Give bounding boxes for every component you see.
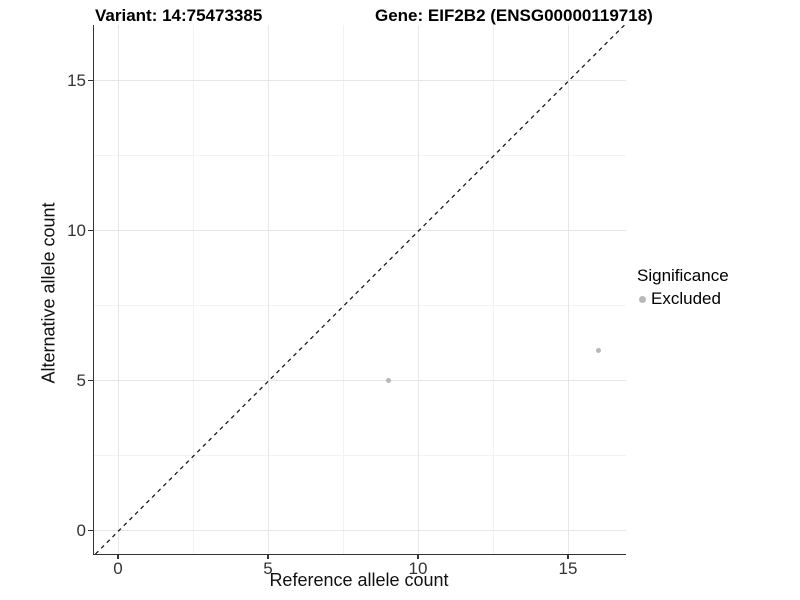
major-gridline-x [418,25,420,554]
major-gridline-x [268,25,270,554]
y-tick-label: 15 [67,70,86,90]
x-tick-mark [567,554,569,559]
major-gridline-y [94,380,626,381]
minor-gridline-x [193,25,195,554]
x-tick-label: 0 [113,559,123,578]
data-point [386,378,392,383]
x-tick-label: 10 [408,559,428,578]
minor-gridline-x [493,25,495,554]
variant-title: Variant: 14:75473385 [95,6,263,25]
y-tick-mark [88,379,93,382]
x-axis-title: Reference allele count [269,570,449,590]
major-gridline-x [568,25,570,554]
y-axis-title: Alternative allele count [38,202,59,384]
y-tick-mark [88,529,93,532]
legend: Significance Excluded [637,266,729,309]
identity-line [95,25,625,554]
legend-key-dot-icon [639,295,646,303]
legend-title: Significance [637,266,729,285]
y-tick-label: 10 [67,220,86,240]
major-gridline-y [94,80,626,81]
data-point [596,348,602,353]
y-tick-mark [88,79,93,82]
major-gridline-y [94,230,626,231]
legend-item-label: Excluded [651,289,721,308]
gene-title: Gene: EIF2B2 (ENSG00000119718) [375,6,653,25]
x-tick-mark [417,554,419,559]
minor-gridline-y [94,455,626,456]
legend-item-excluded: Excluded [639,289,729,309]
minor-gridline-y [94,305,626,306]
y-tick-mark [88,229,93,232]
y-tick-label: 0 [76,520,86,540]
x-tick-mark [267,554,269,559]
minor-gridline-x [343,25,345,554]
major-gridline-x [118,25,120,554]
major-gridline-y [94,530,626,531]
x-tick-label: 5 [263,559,273,578]
minor-gridline-y [94,155,626,156]
y-tick-label: 5 [76,370,86,390]
x-tick-label: 15 [558,559,578,578]
x-tick-mark [117,554,119,559]
plot-panel [93,25,626,555]
